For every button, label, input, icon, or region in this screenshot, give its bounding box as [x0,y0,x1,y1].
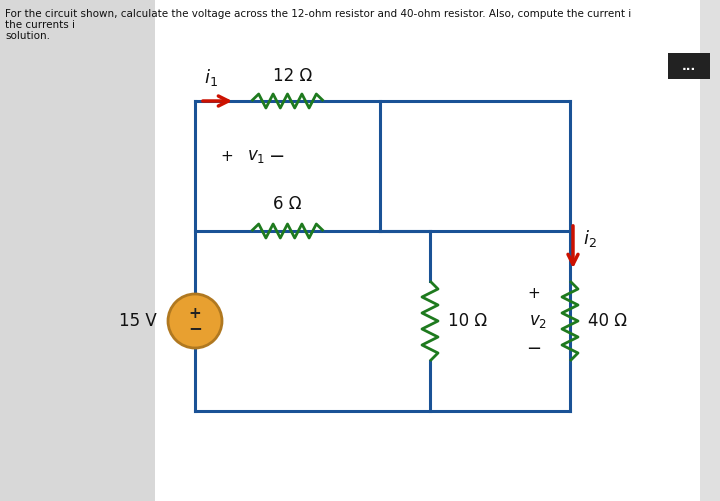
Text: 10 Ω: 10 Ω [448,312,487,330]
Text: $i_2$: $i_2$ [583,228,597,249]
Text: −: − [269,146,285,165]
Text: $v_1$: $v_1$ [247,147,265,165]
Text: the currents i: the currents i [5,20,75,30]
Text: −: − [526,340,541,358]
Text: $i_1$: $i_1$ [204,67,218,88]
Text: ...: ... [682,60,696,73]
Text: 40 Ω: 40 Ω [588,312,627,330]
Bar [0,0,155,501]
Circle shape [168,294,222,348]
Text: −: − [188,319,202,337]
Text: $v_2$: $v_2$ [529,312,547,330]
Bar [700,0,720,501]
Text: +: + [528,286,541,301]
Text: +: + [189,307,202,322]
FancyBboxPatch shape [668,53,710,79]
Text: solution.: solution. [5,31,50,41]
Text: 12 Ω: 12 Ω [273,67,312,85]
Text: 15 V: 15 V [120,312,157,330]
Text: 6 Ω: 6 Ω [274,195,302,213]
Text: For the circuit shown, calculate the voltage across the 12-ohm resistor and 40-o: For the circuit shown, calculate the vol… [5,9,631,19]
Text: +: + [220,148,233,163]
